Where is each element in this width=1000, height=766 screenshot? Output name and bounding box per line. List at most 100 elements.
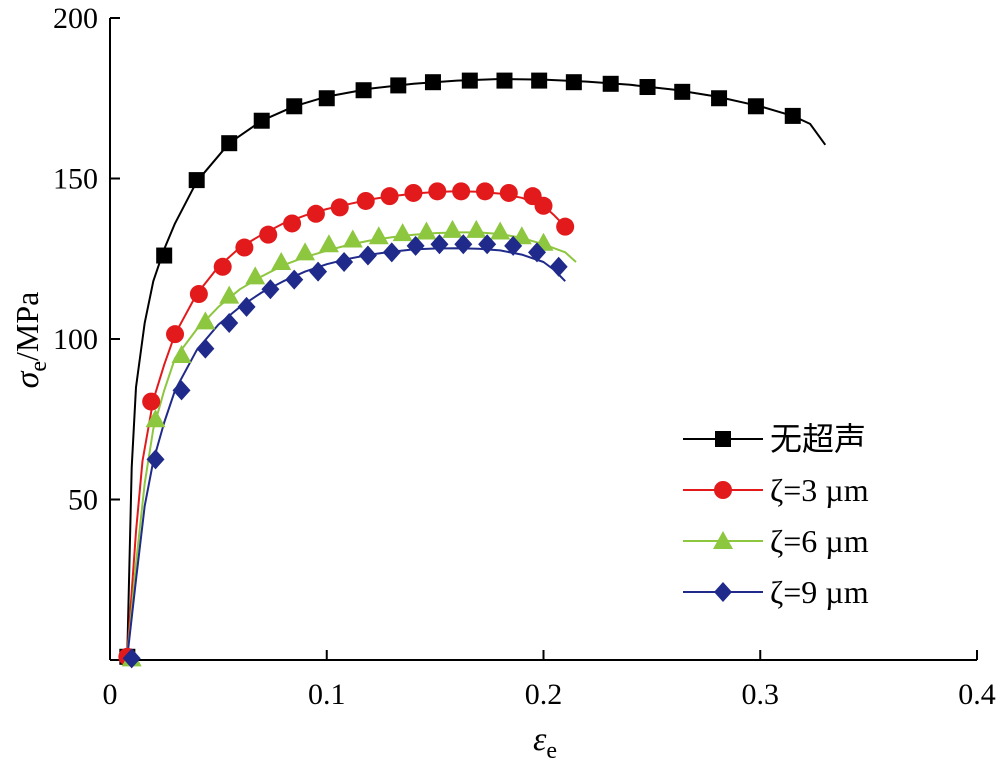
data-point [295,242,316,261]
data-point [475,182,494,201]
legend: 无超声 ζ=3 µm ζ=6 µm ζ=9 µm [683,421,869,610]
y-axis-label: σe/MPa [9,292,52,389]
data-point [442,219,463,238]
data-point [285,269,304,290]
legend-label: ζ=6 µm [770,523,869,559]
y-tick-label: 50 [68,484,98,517]
data-point [220,312,239,333]
data-point [142,392,161,411]
data-point [235,238,254,257]
data-point [531,72,548,89]
data-point [237,296,256,317]
x-tick-label: 0.3 [742,678,780,711]
x-tick-label: 0.1 [308,678,346,711]
x-axis-subscript: e [546,738,557,764]
data-point [454,234,473,255]
series-markers-3 [121,219,554,667]
y-tick-label: 100 [53,323,98,356]
y-tick-label: 150 [53,163,98,196]
data-point [527,242,546,263]
series-curves [126,78,827,657]
data-point [534,196,553,215]
x-tick-label: 0.4 [958,678,996,711]
legend-marker [715,431,731,447]
data-point [404,183,423,202]
data-point [306,204,325,223]
data-point [380,187,399,206]
x-tick-label: 0.2 [525,678,563,711]
y-axis-symbol: σ [9,370,46,388]
legend-marker [713,531,733,549]
series-line-1 [126,78,827,654]
data-point [245,266,266,285]
data-point [511,226,532,245]
data-point [602,75,619,92]
data-point [556,217,575,236]
y-tick-label: 200 [53,2,98,35]
data-point [122,648,141,669]
data-point [478,234,497,255]
data-point [784,107,801,124]
data-point [639,79,656,96]
data-point [674,83,691,100]
data-point [309,261,328,282]
data-point [490,221,511,240]
data-point [565,74,582,91]
data-point [355,82,372,99]
x-axis-symbol: ε [533,721,547,758]
y-axis-unit: /MPa [9,292,45,361]
data-point [156,247,173,264]
data-point [145,409,166,428]
legend-label: ζ=3 µm [770,472,869,508]
data-point [452,182,471,201]
data-point [504,235,523,256]
data-point [430,234,449,255]
data-point [188,172,205,189]
legend-marker [714,481,732,499]
data-point [461,72,478,89]
data-point [499,183,518,202]
legend-item-2: ζ=3 µm [683,472,869,508]
data-point [747,98,764,115]
data-point [283,214,302,233]
y-axis-subscript: e [26,361,52,372]
x-tick-label: 0 [103,678,118,711]
data-point [172,380,191,401]
data-point [189,285,208,304]
data-point [416,221,437,240]
legend-item-1: 无超声 [683,421,866,457]
series-line-4 [126,247,566,657]
data-point [368,226,389,245]
legend-label: ζ=9 µm [770,574,869,610]
data-point [356,191,375,210]
data-point [330,198,349,217]
series-markers-4 [122,234,568,669]
data-point [335,251,354,272]
data-point [146,449,165,470]
data-point [286,98,303,115]
data-point [382,242,401,263]
data-point [424,74,441,91]
data-point [342,229,363,248]
data-point [171,345,192,364]
data-point [318,234,339,253]
data-point [219,285,240,304]
data-point [549,256,568,277]
data-point [428,182,447,201]
data-point [253,112,270,129]
series-markers-2 [118,182,575,666]
legend-marker [714,582,732,602]
data-point [196,338,215,359]
legend-item-4: ζ=9 µm [683,574,869,610]
data-point [271,251,292,270]
data-point [221,135,238,152]
data-point [261,279,280,300]
series-markers-1 [119,72,801,665]
data-point [711,90,728,107]
axes: 0 0.1 0.2 0.3 0.4 50 100 150 200 [53,2,996,711]
data-point [392,223,413,242]
data-point [213,257,232,276]
data-point [318,90,335,107]
legend-label: 无超声 [770,421,866,457]
